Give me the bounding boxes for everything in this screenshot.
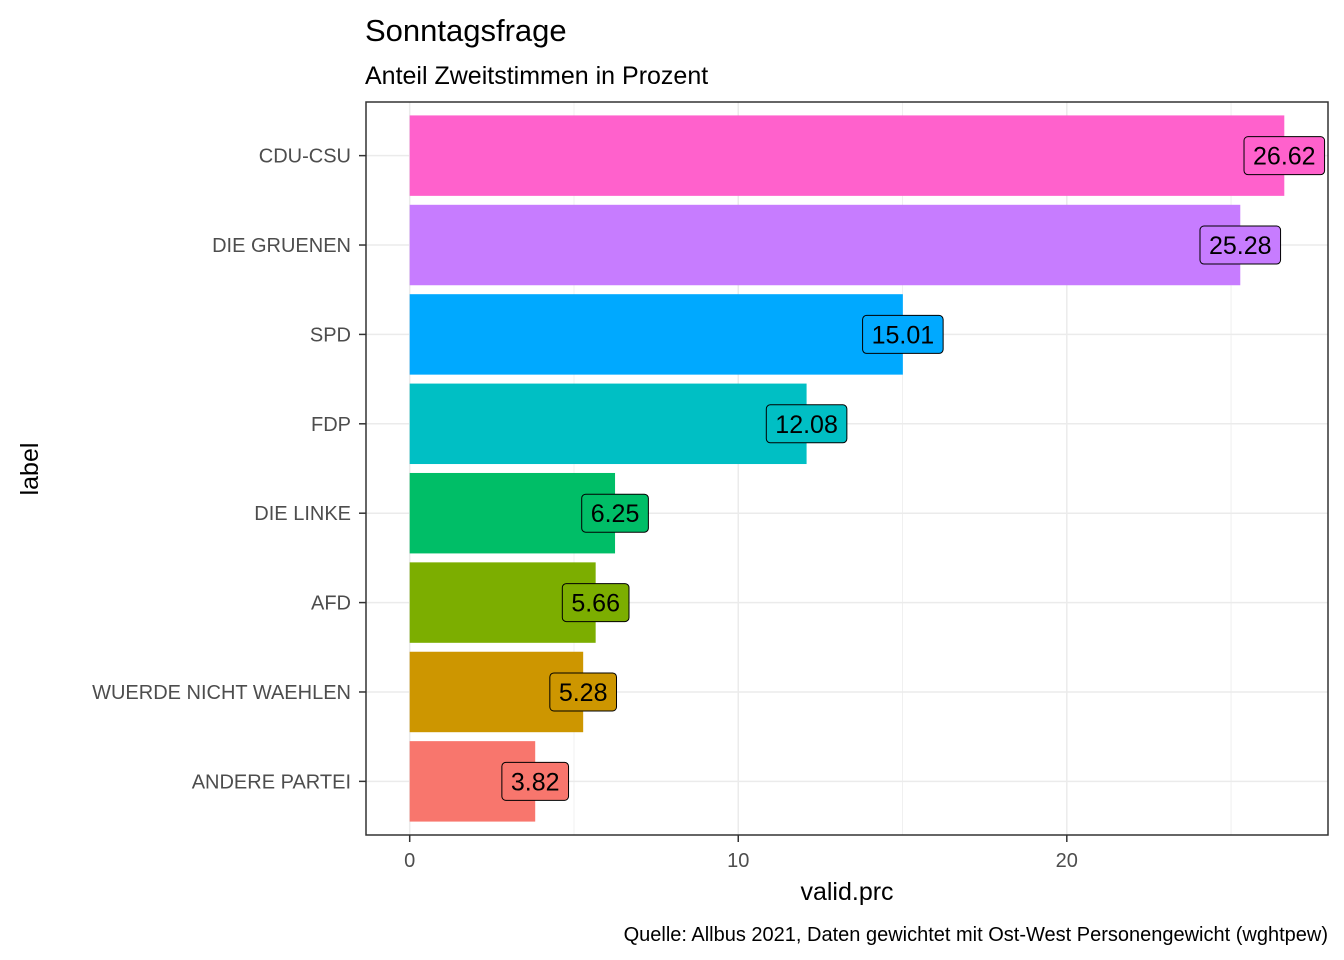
- chart-subtitle: Anteil Zweitstimmen in Prozent: [365, 62, 708, 90]
- chart-title: Sonntagsfrage: [365, 13, 567, 48]
- y-tick-label: SPD: [310, 324, 351, 346]
- data-label: 3.82: [501, 761, 570, 801]
- y-tick-label: FDP: [311, 414, 351, 436]
- data-labels: 26.62 25.28 15.01 12.08 6.25 5.66 5.28 3.82: [501, 136, 1326, 801]
- bar: [409, 204, 1241, 286]
- x-tick-label: 20: [1056, 850, 1078, 872]
- data-label-box: [549, 672, 618, 712]
- data-label-text: 5.66: [571, 590, 620, 618]
- data-label-text: 25.28: [1209, 232, 1272, 260]
- data-label: 6.25: [581, 493, 649, 533]
- x-tick-label: 0: [404, 850, 415, 872]
- data-label-text: 15.01: [872, 321, 935, 349]
- y-axis-title: label: [16, 443, 44, 496]
- data-label-text: 12.08: [775, 411, 838, 439]
- data-label-text: 26.62: [1253, 143, 1316, 171]
- data-label-box: [501, 761, 570, 801]
- x-axis: 0 10 20: [404, 835, 1078, 872]
- data-label: 25.28: [1199, 225, 1282, 265]
- panel-border: [365, 101, 1329, 836]
- y-tick-label: DIE LINKE: [254, 503, 351, 525]
- data-label-text: 6.25: [591, 500, 640, 528]
- data-label-box: [765, 404, 848, 444]
- x-axis-title: valid.prc: [800, 878, 893, 906]
- bar: [409, 472, 616, 554]
- y-tick-label: ANDERE PARTEI: [192, 771, 351, 793]
- y-tick-label: AFD: [311, 593, 351, 615]
- x-tick-label: 10: [727, 850, 749, 872]
- data-label: 26.62: [1243, 136, 1326, 176]
- data-label: 5.28: [549, 672, 618, 712]
- y-tick-label: DIE GRUENEN: [212, 235, 351, 257]
- data-label-text: 3.82: [511, 768, 560, 796]
- data-label: 5.66: [561, 583, 630, 623]
- data-label-box: [862, 314, 944, 354]
- data-label-text: 5.28: [559, 679, 608, 707]
- data-label-box: [1243, 136, 1326, 176]
- bars: [409, 115, 1285, 822]
- y-tick-label: WUERDE NICHT WAEHLEN: [92, 682, 351, 704]
- y-axis: CDU-CSU DIE GRUENEN SPD FDP DIE LINKE AFD WUER…: [92, 146, 366, 793]
- y-tick-label: CDU-CSU: [259, 146, 351, 168]
- bar: [409, 383, 807, 465]
- data-label: 15.01: [862, 314, 944, 354]
- chart-caption: Quelle: Allbus 2021, Daten gewichtet mit…: [624, 924, 1328, 946]
- data-label-box: [581, 493, 649, 533]
- data-label-box: [1199, 225, 1282, 265]
- bar: [409, 294, 903, 375]
- data-label: 12.08: [765, 404, 848, 444]
- bar: [409, 115, 1285, 196]
- data-label-box: [561, 583, 630, 623]
